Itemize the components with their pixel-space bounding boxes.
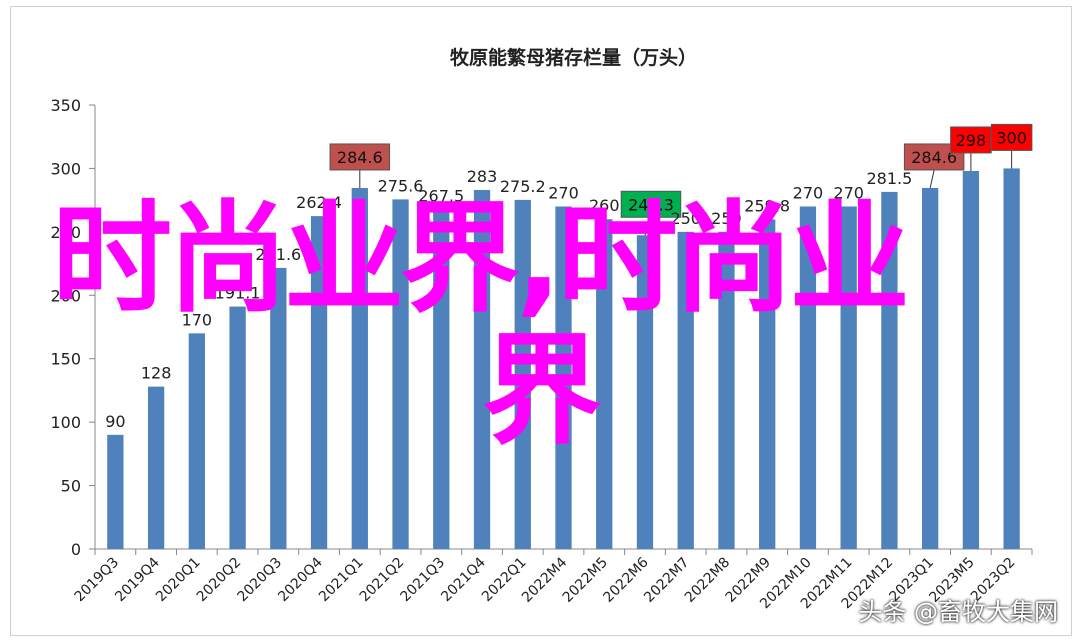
x-tick-label: 2020Q1 <box>153 555 204 606</box>
bar <box>188 333 205 549</box>
y-tick-label: 300 <box>50 159 81 178</box>
bar <box>229 306 246 549</box>
bar <box>922 187 939 549</box>
data-label-box <box>620 190 682 218</box>
data-label: 284.6 <box>911 148 957 167</box>
data-label: 191.1 <box>215 284 261 303</box>
x-tick-label: 2019Q3 <box>72 555 123 606</box>
credit-watermark: 头条 @畜牧大集网 <box>858 598 1058 626</box>
bar <box>759 219 776 549</box>
bar <box>636 235 654 549</box>
y-tick-label: 150 <box>50 350 81 369</box>
y-tick-label: 0 <box>71 540 81 559</box>
bar <box>473 189 491 549</box>
bar <box>962 170 980 550</box>
bar <box>433 209 450 549</box>
data-label: 250 <box>711 209 742 228</box>
bar <box>147 386 165 549</box>
x-tick-label: 2021Q1 <box>316 555 367 606</box>
data-label: 275.6 <box>378 176 424 195</box>
data-label-leader <box>644 217 652 236</box>
y-tick-label: 200 <box>50 286 81 305</box>
bar <box>799 206 817 549</box>
data-label: 283 <box>467 167 498 186</box>
x-tick-label: 2021Q2 <box>357 555 408 606</box>
data-label: 259.8 <box>744 196 790 215</box>
data-label: 300 <box>996 128 1027 147</box>
data-label: 270 <box>793 183 824 202</box>
data-label: 247.3 <box>628 195 674 214</box>
data-label: 298 <box>956 131 987 150</box>
data-label: 90 <box>105 412 125 431</box>
y-tick-label: 350 <box>50 96 81 115</box>
bar <box>351 187 368 549</box>
data-label: 275.2 <box>500 177 546 196</box>
data-label: 270 <box>833 183 864 202</box>
bar <box>310 216 328 549</box>
data-label-box <box>990 123 1033 151</box>
bar <box>881 191 898 549</box>
bar <box>1003 168 1020 549</box>
bar <box>718 231 735 549</box>
x-tick-label: 2020Q3 <box>235 555 286 606</box>
y-tick-label: 250 <box>50 223 81 242</box>
data-label: 267.5 <box>418 187 464 206</box>
y-tick-label: 100 <box>50 413 81 432</box>
bar <box>514 199 531 549</box>
data-label: 250 <box>670 209 701 228</box>
data-label-leader <box>929 169 935 189</box>
bar <box>107 434 124 549</box>
data-label: 260 <box>589 196 620 215</box>
data-label: 270 <box>548 183 579 202</box>
data-label-box <box>950 126 992 154</box>
data-label: 284.6 <box>337 148 383 167</box>
data-label: 170 <box>182 310 213 329</box>
data-label: 221.6 <box>255 245 301 264</box>
bar <box>840 206 857 549</box>
chart-title: 牧原能繁母猪存栏量（万头） <box>450 46 697 69</box>
data-label: 281.5 <box>867 169 913 188</box>
data-label: 262.4 <box>296 193 342 212</box>
x-tick-label: 2021Q3 <box>398 555 449 606</box>
data-label-box <box>329 143 391 171</box>
bar <box>270 267 287 549</box>
bar <box>555 206 572 549</box>
bar <box>677 231 694 549</box>
x-tick-label: 2020Q2 <box>194 555 245 606</box>
bar <box>596 219 613 549</box>
y-tick-label: 50 <box>61 477 81 496</box>
data-label: 128 <box>141 364 172 383</box>
bar <box>392 199 409 549</box>
